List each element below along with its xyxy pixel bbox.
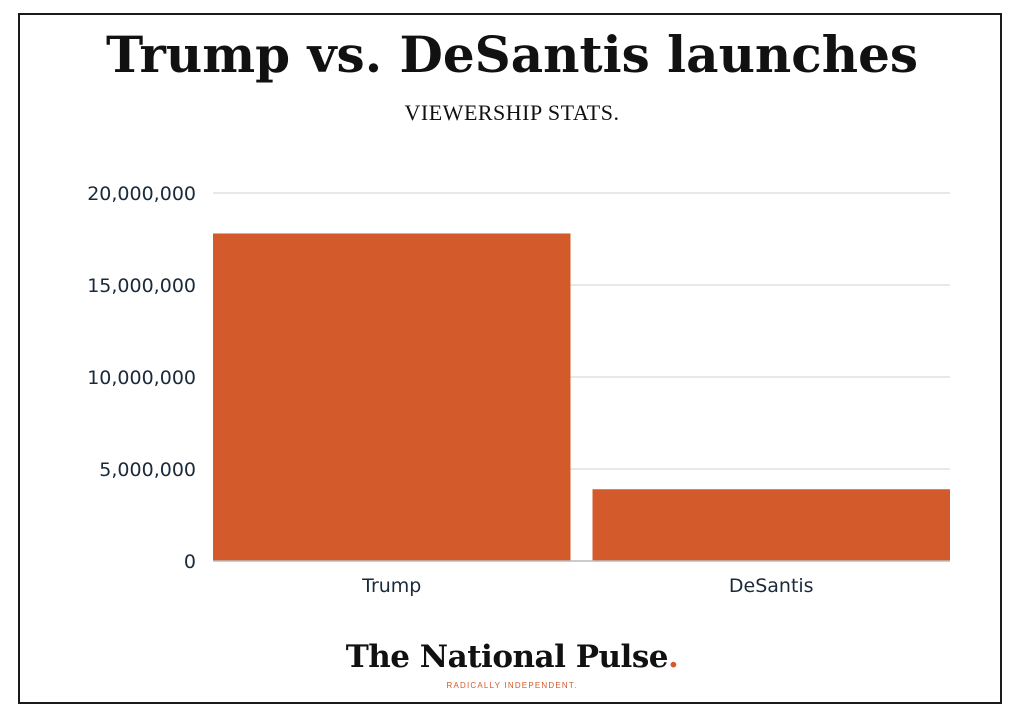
y-tick-label: 10,000,000: [87, 367, 196, 389]
logo-text: The National Pulse: [345, 639, 669, 675]
chart-title: Trump vs. DeSantis launches: [105, 25, 919, 84]
bar-trump: [213, 233, 571, 562]
y-tick-label: 5,000,000: [99, 459, 196, 481]
y-tick-label: 0: [184, 551, 196, 573]
y-tick-label: 20,000,000: [87, 183, 196, 205]
x-category-label: DeSantis: [729, 575, 814, 597]
x-category-label: Trump: [361, 575, 421, 597]
logo-dot: .: [668, 639, 679, 675]
y-tick-label: 15,000,000: [87, 275, 196, 297]
chart-subtitle: VIEWERSHIP STATS.: [404, 100, 620, 125]
bar-desantis: [592, 489, 950, 561]
publisher-tagline: RADICALLY INDEPENDENT.: [446, 681, 578, 690]
publisher-logo: The National Pulse.: [0, 642, 1024, 673]
